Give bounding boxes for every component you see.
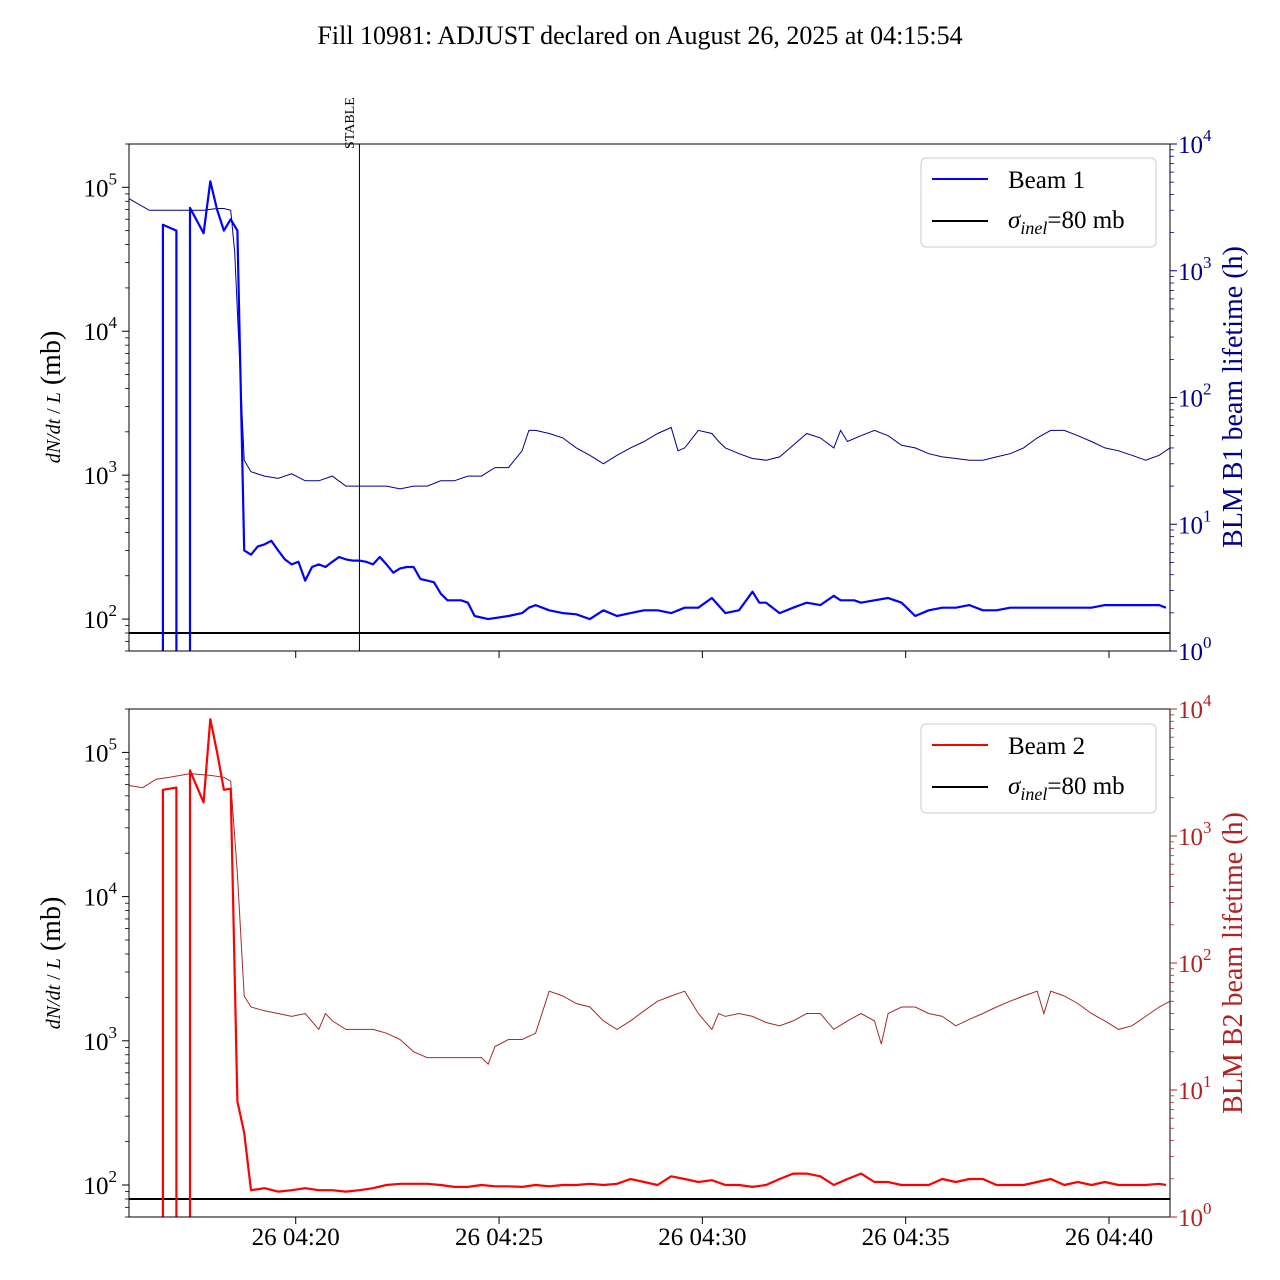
stable-marker-label: STABLE xyxy=(343,97,358,149)
y2-tick-label: 100 xyxy=(1178,633,1212,666)
loss-rate-line-b2 xyxy=(161,718,1167,1217)
legend-label-beam1: Beam 1 xyxy=(1008,167,1085,194)
y2-tick-label: 102 xyxy=(1178,380,1212,413)
x-tick-label: 26 04:35 xyxy=(862,1224,950,1251)
x-tick-label: 26 04:40 xyxy=(1065,1224,1153,1251)
y-tick-label: 104 xyxy=(84,313,118,346)
y2-tick-label: 100 xyxy=(1178,1199,1212,1232)
panel-beam2: 102 103 104 105 100 101 102 103 104 26 04:20 26 04… xyxy=(36,691,1249,1251)
y2-tick-label: 104 xyxy=(1178,126,1212,159)
x-tick-label: 26 04:20 xyxy=(252,1224,340,1251)
y2-tick-label: 103 xyxy=(1178,253,1212,286)
y2-tick-label: 104 xyxy=(1178,691,1212,724)
ylabel-right-top: BLM B1 beam lifetime (h) xyxy=(1218,246,1249,548)
y-tick-label: 102 xyxy=(84,1167,118,1200)
plot-area-beam2 xyxy=(129,718,1170,1217)
x-tick-label: 26 04:25 xyxy=(455,1224,543,1251)
legend-label-beam2: Beam 2 xyxy=(1008,733,1085,760)
loss-rate-line-b1 xyxy=(161,180,1167,651)
y-tick-label: 103 xyxy=(84,457,118,490)
y2-tick-label: 101 xyxy=(1178,506,1212,539)
lifetime-line-b1 xyxy=(129,198,1170,490)
panel-beam1: 102 103 104 105 100 101 102 103 104 STABLE Beam … xyxy=(36,97,1249,666)
series-group xyxy=(129,180,1170,651)
ylabel-left-bottom: dN/dt / L (mb) xyxy=(36,897,67,1030)
y-tick-label: 105 xyxy=(84,169,118,202)
legend-box-beam1 xyxy=(920,157,1157,248)
y-tick-label: 102 xyxy=(84,601,118,634)
ylabel-left-top: dN/dt / L (mb) xyxy=(36,331,67,464)
plot-area-beam1 xyxy=(129,144,1170,651)
x-tick-label: 26 04:30 xyxy=(658,1224,746,1251)
legend-box-beam2 xyxy=(920,723,1157,814)
ylabel-right-bottom: BLM B2 beam lifetime (h) xyxy=(1218,812,1249,1114)
y-tick-label: 105 xyxy=(84,734,118,767)
y2-tick-label: 101 xyxy=(1178,1072,1212,1105)
figure-title: Fill 10981: ADJUST declared on August 26… xyxy=(317,21,962,50)
lifetime-line-b2 xyxy=(129,773,1170,1065)
legend-label-sigma-top: σinel=80 mb xyxy=(1008,207,1125,238)
series-group xyxy=(129,718,1170,1217)
y2-tick-label: 103 xyxy=(1178,818,1212,851)
legend-label-sigma-bottom: σinel=80 mb xyxy=(1008,773,1125,804)
y-tick-label: 104 xyxy=(84,879,118,912)
legend-beam2: Beam 2 σinel=80 mb xyxy=(920,723,1157,814)
y-tick-label: 103 xyxy=(84,1023,118,1056)
y2-tick-label: 102 xyxy=(1178,945,1212,978)
legend-beam1: Beam 1 σinel=80 mb xyxy=(920,157,1157,248)
